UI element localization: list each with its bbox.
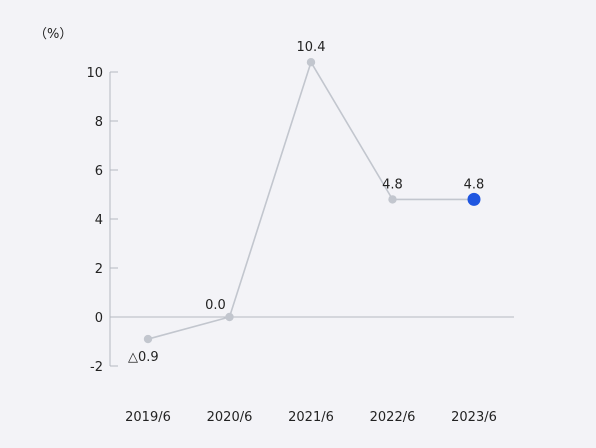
data-label: △0.9 (128, 350, 159, 365)
y-tick-label: -2 (90, 360, 103, 375)
data-label: 4.8 (464, 177, 485, 192)
x-tick-label: 2020/6 (207, 410, 253, 425)
data-point-highlight (467, 192, 481, 206)
x-tick-label: 2019/6 (125, 410, 171, 425)
y-tick-label: 6 (95, 164, 103, 179)
x-tick-label: 2023/6 (451, 410, 497, 425)
y-tick-label: 2 (95, 262, 103, 277)
x-axis: 2019/6 2020/6 2021/6 2022/6 2023/6 (110, 316, 514, 425)
data-point (143, 334, 153, 344)
data-label: 10.4 (297, 40, 326, 55)
x-tick-label: 2021/6 (288, 410, 334, 425)
data-points (143, 58, 481, 344)
x-tick-label: 2022/6 (370, 410, 416, 425)
data-point (225, 312, 234, 322)
y-tick-label: 4 (95, 213, 103, 228)
y-tick-label: 10 (86, 66, 103, 81)
y-axis-unit-label: （%） (34, 27, 72, 42)
y-tick-label: 0 (95, 311, 103, 326)
data-label: 4.8 (382, 177, 403, 192)
data-labels: △0.9 0.0 10.4 4.8 4.8 (128, 40, 484, 365)
data-label: 0.0 (205, 298, 226, 313)
data-point (306, 58, 316, 67)
data-point (388, 195, 397, 204)
y-tick-label: 8 (95, 115, 103, 130)
